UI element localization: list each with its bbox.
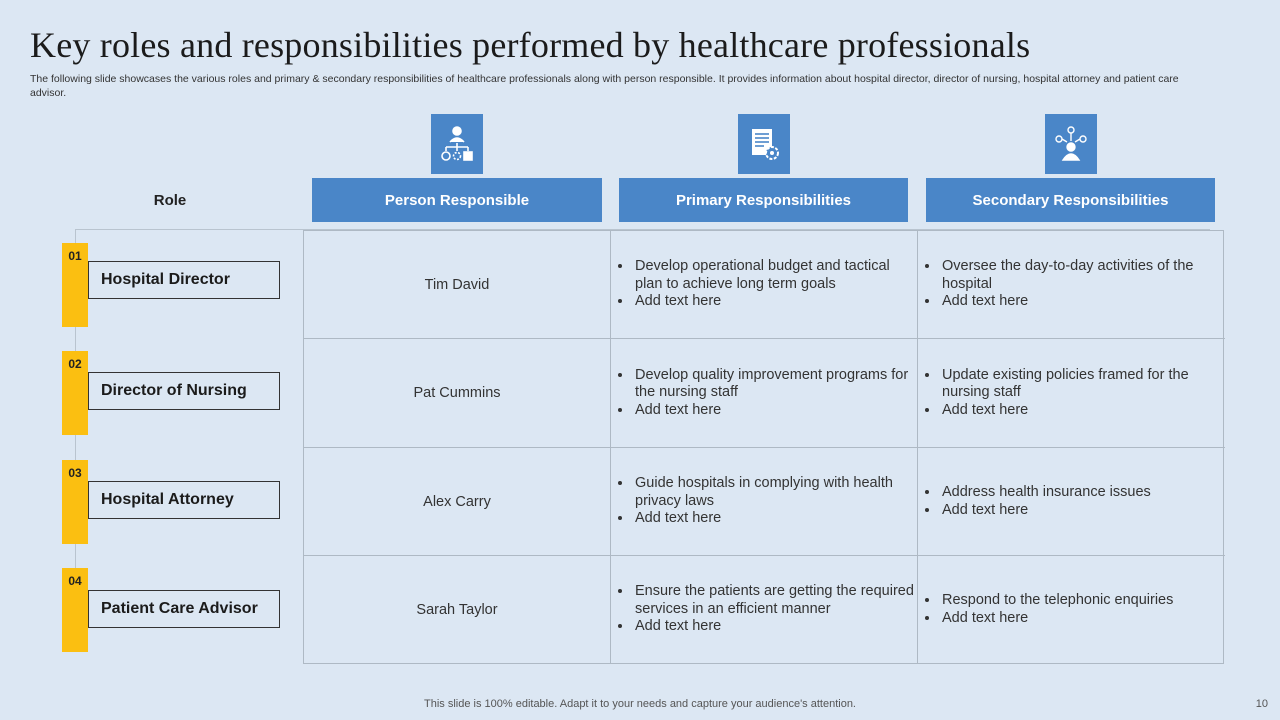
list-item: Oversee the day-to-day activities of the… <box>940 258 1225 293</box>
list-item: Ensure the patients are getting the requ… <box>633 583 917 618</box>
page-number: 10 <box>1255 698 1268 710</box>
primary-cell: Guide hospitals in complying with health… <box>611 448 918 556</box>
person-responsible-header: Person Responsible <box>312 178 602 222</box>
list-item: Respond to the telephonic enquiries <box>940 592 1173 610</box>
list-item: Add text here <box>633 293 917 311</box>
list-item: Address health insurance issues <box>940 484 1151 502</box>
list-item: Add text here <box>940 293 1225 311</box>
role-header: Role <box>153 192 187 209</box>
slide-title: Key roles and responsibilities performed… <box>30 25 1031 65</box>
connector-line <box>75 229 76 649</box>
secondary-cell: Respond to the telephonic enquiriesAdd t… <box>918 556 1225 663</box>
list-item: Develop operational budget and tactical … <box>633 258 917 293</box>
person-cell: Alex Carry <box>304 448 611 556</box>
person-cell: Pat Cummins <box>304 339 611 448</box>
list-item: Add text here <box>633 618 917 636</box>
role-number-badge: 04 <box>62 568 88 652</box>
secondary-cell: Update existing policies framed for the … <box>918 339 1225 448</box>
list-item: Add text here <box>940 502 1151 520</box>
role-number-badge: 01 <box>62 243 88 327</box>
list-item: Guide hospitals in complying with health… <box>633 475 917 510</box>
list-item: Add text here <box>633 402 917 420</box>
role-box-hospital-director: Hospital Director <box>88 261 280 299</box>
primary-cell: Ensure the patients are getting the requ… <box>611 556 918 663</box>
responsibilities-table: Tim David Develop operational budget and… <box>303 230 1225 664</box>
footer-note: This slide is 100% editable. Adapt it to… <box>424 698 856 710</box>
role-number-badge: 03 <box>62 460 88 544</box>
list-item: Add text here <box>633 510 917 528</box>
role-box-hospital-attorney: Hospital Attorney <box>88 481 280 519</box>
list-item: Add text here <box>940 402 1225 420</box>
secondary-cell: Address health insurance issuesAdd text … <box>918 448 1225 556</box>
person-cell: Tim David <box>304 231 611 339</box>
role-number-badge: 02 <box>62 351 88 435</box>
secondary-responsibilities-header: Secondary Responsibilities <box>926 178 1215 222</box>
list-item: Add text here <box>940 610 1173 628</box>
role-box-director-of-nursing: Director of Nursing <box>88 372 280 410</box>
primary-responsibilities-header: Primary Responsibilities <box>619 178 908 222</box>
role-box-patient-care-advisor: Patient Care Advisor <box>88 590 280 628</box>
primary-cell: Develop quality improvement programs for… <box>611 339 918 448</box>
list-item: Update existing policies framed for the … <box>940 367 1225 402</box>
user-network-icon <box>1045 114 1097 174</box>
document-gear-icon <box>738 114 790 174</box>
connector-line <box>75 229 1210 230</box>
list-item: Develop quality improvement programs for… <box>633 367 917 402</box>
org-chart-icon <box>431 114 483 174</box>
person-cell: Sarah Taylor <box>304 556 611 663</box>
secondary-cell: Oversee the day-to-day activities of the… <box>918 231 1225 339</box>
primary-cell: Develop operational budget and tactical … <box>611 231 918 339</box>
slide-subtitle: The following slide showcases the variou… <box>30 73 1179 99</box>
